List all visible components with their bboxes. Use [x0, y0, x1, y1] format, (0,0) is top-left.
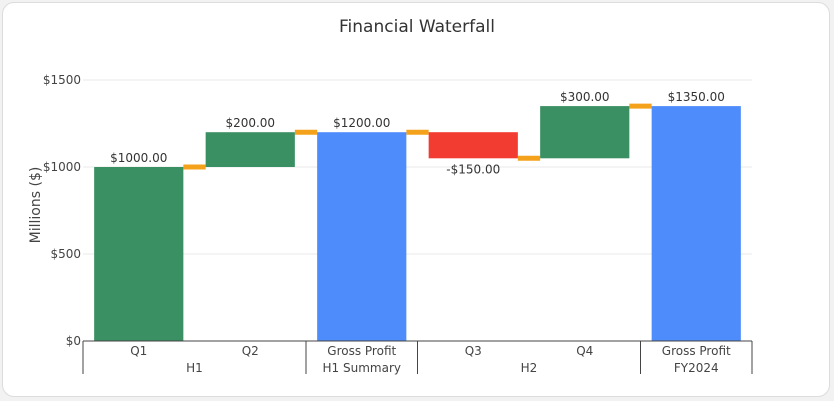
data-labels: $1000.00 $200.00 $1200.00 -$150.00 $300.00 $1… — [110, 90, 725, 176]
group-label: FY2024 — [674, 361, 719, 375]
group-label: H2 — [521, 361, 538, 375]
y-axis-ticks: $0 $500 $1000 $1500 — [43, 73, 81, 348]
x-tick-label: Q2 — [242, 344, 259, 358]
bar — [205, 132, 295, 167]
data-label: $1000.00 — [110, 151, 167, 165]
y-tick-label: $1500 — [43, 73, 81, 87]
bar — [428, 132, 518, 159]
bars — [94, 106, 741, 341]
bar — [317, 132, 407, 341]
bar — [540, 106, 630, 159]
data-label: $1350.00 — [668, 90, 725, 104]
data-label: $200.00 — [225, 116, 275, 130]
x-tick-label: Gross Profit — [662, 344, 731, 358]
data-label: -$150.00 — [446, 162, 500, 176]
y-tick-label: $1000 — [43, 160, 81, 174]
x-tick-label: Q3 — [465, 344, 482, 358]
x-tick-label: Q1 — [130, 344, 147, 358]
data-label: $1200.00 — [333, 116, 390, 130]
y-tick-label: $0 — [66, 334, 81, 348]
group-label: H1 Summary — [323, 361, 401, 375]
y-tick-label: $500 — [50, 247, 81, 261]
connectors — [183, 103, 652, 170]
x-axis: Q1 Q2 Gross Profit Q3 Q4 Gross Profit H1 H1 Sum… — [82, 340, 753, 375]
x-tick-label: Q4 — [576, 344, 593, 358]
y-axis-title: Millions ($) — [28, 167, 44, 244]
group-label: H1 — [186, 361, 203, 375]
bar — [651, 106, 741, 341]
chart-title: Financial Waterfall — [339, 17, 495, 37]
data-label: $300.00 — [560, 90, 610, 104]
x-tick-label: Gross Profit — [327, 344, 396, 358]
bar — [94, 167, 184, 341]
